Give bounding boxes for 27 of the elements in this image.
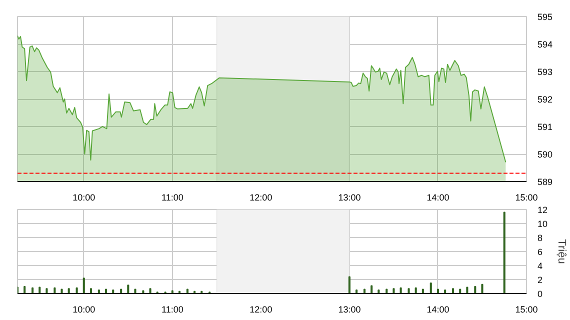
- x-tick-label: 12:00: [250, 304, 272, 314]
- x-tick-label: 13:00: [338, 192, 361, 202]
- x-tick-label: 15:00: [515, 192, 538, 202]
- x-tick-label: 10:00: [72, 304, 96, 314]
- x-tick-label: 14:00: [426, 192, 450, 202]
- y-axis-title: Triệu: [556, 239, 568, 264]
- y-tick-label: 4: [538, 261, 543, 271]
- y-tick-label: 0: [538, 289, 543, 299]
- y-tick-label: 595: [538, 12, 553, 22]
- y-tick-label: 589: [538, 177, 553, 187]
- x-tick-label: 11:00: [161, 304, 184, 314]
- y-tick-label: 8: [538, 233, 543, 243]
- y-tick-label: 591: [538, 122, 553, 132]
- y-tick-label: 593: [538, 67, 553, 77]
- y-tick-label: 590: [538, 150, 553, 160]
- x-tick-label: 10:00: [72, 192, 96, 202]
- y-tick-label: 2: [538, 275, 543, 285]
- x-tick-label: 12:00: [250, 192, 272, 202]
- y-tick-label: 592: [538, 94, 553, 104]
- y-tick-label: 12: [538, 205, 548, 215]
- x-tick-label: 14:00: [426, 304, 450, 314]
- x-tick-label: 15:00: [515, 304, 538, 314]
- x-tick-label: 13:00: [338, 304, 361, 314]
- y-tick-label: 10: [538, 219, 548, 229]
- x-tick-label: 11:00: [161, 192, 184, 202]
- y-tick-label: 6: [538, 247, 543, 257]
- y-tick-label: 594: [538, 40, 553, 50]
